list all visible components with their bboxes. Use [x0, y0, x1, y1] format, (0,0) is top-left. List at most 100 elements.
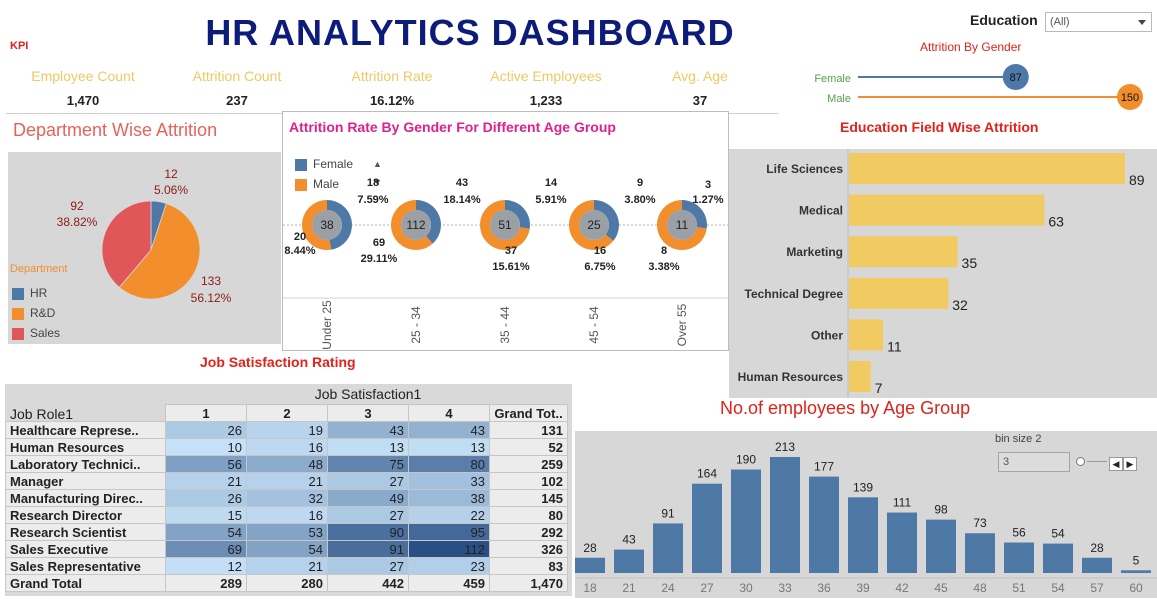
age-axis-tick-2: 24 — [661, 581, 675, 595]
gender-attrition-label-female: Female — [814, 73, 851, 85]
table-row-role: Manufacturing Direc.. — [5, 489, 166, 507]
legend-item-female[interactable]: Female — [295, 154, 353, 174]
donut-male-count-4: 8 — [661, 245, 667, 257]
pie-label-hr-value: 12 — [164, 167, 178, 181]
chevron-up-icon[interactable]: ▲ — [373, 159, 382, 169]
table-grand-total-cell: 280 — [246, 574, 328, 592]
age-axis-tick-11: 51 — [1012, 581, 1026, 595]
education-bar-label-3: Technical Degree — [745, 287, 844, 301]
pie-label-rnd-pct: 56.12% — [191, 291, 232, 305]
table-cell: 27 — [327, 506, 409, 524]
age-distribution-chart: 28 18 43 21 91 24 164 27 190 30 213 33 177 36 139 39 111… — [575, 440, 1157, 595]
chevron-down-icon[interactable]: ▼ — [373, 177, 382, 187]
table-column-header-3: 4 — [408, 404, 490, 422]
age-bar-7 — [848, 497, 878, 573]
education-bar-3 — [849, 277, 949, 309]
table-cell: 75 — [327, 455, 409, 473]
legend-item-male[interactable]: Male — [295, 174, 353, 194]
donut-total-1: 112 — [406, 218, 425, 232]
legend-scroll[interactable]: ▲ ▼ — [373, 155, 382, 191]
donut-male-1 — [391, 200, 433, 250]
age-axis-tick-5: 33 — [778, 581, 792, 595]
donut-male-count-0: 20 — [294, 231, 306, 243]
table-cell: 33 — [408, 472, 490, 490]
table-cell: 19 — [246, 421, 328, 439]
education-filter-select[interactable]: (All) — [1045, 12, 1152, 32]
chevron-right-icon[interactable]: ▶ — [1123, 457, 1137, 471]
table-grand-total-cell: 442 — [327, 574, 409, 592]
bin-size-input[interactable]: 3 — [998, 452, 1070, 472]
gender-attrition-chart: Female 87 Male 150 — [814, 64, 1143, 110]
age-group-axis-label-3: 45 - 54 — [587, 306, 601, 344]
donut-female-2 — [505, 200, 530, 229]
legend-item-sales[interactable]: Sales — [12, 323, 60, 343]
legend-label-hr: HR — [30, 286, 48, 300]
education-filter-label: Education — [970, 12, 1038, 28]
pie-label-sales-pct: 38.82% — [57, 215, 98, 229]
kpi-attrition-count-value: 237 — [226, 93, 248, 108]
table-cell: 43 — [408, 421, 490, 439]
donut-female-pct-2: 5.91% — [535, 194, 566, 206]
table-cell: 56 — [165, 455, 247, 473]
kpi-attrition-rate-value: 16.12% — [369, 93, 415, 108]
gender-attrition-dot-female — [1002, 64, 1029, 90]
age-distribution-panel: 28 18 43 21 91 24 164 27 190 30 213 33 177 36 139 39 111… — [575, 431, 1157, 598]
bin-size-slider-handle[interactable] — [1076, 457, 1085, 466]
table-row: Research Scientist 54 53 90 95 292 — [5, 523, 568, 541]
table-cell: 21 — [246, 557, 328, 575]
table-cell: 15 — [165, 506, 247, 524]
table-row-role: Laboratory Technici.. — [5, 455, 166, 473]
age-axis-tick-12: 54 — [1051, 581, 1065, 595]
age-bar-6 — [809, 476, 839, 573]
table-cell: 32 — [246, 489, 328, 507]
table-row-total: 52 — [489, 438, 568, 456]
education-bar-1 — [849, 194, 1045, 226]
gender-attrition-dot-male — [1117, 84, 1143, 110]
education-bar-label-4: Other — [811, 328, 843, 342]
pie-slice-rnd — [118, 202, 201, 300]
education-bar-label-0: Life Sciences — [766, 162, 843, 176]
table-row-total: 131 — [489, 421, 568, 439]
education-bar-5 — [849, 361, 871, 392]
donut-hole-2 — [490, 210, 520, 240]
kpi-avg-age-value: 37 — [692, 93, 708, 108]
chevron-left-icon[interactable]: ◀ — [1109, 457, 1123, 471]
age-axis-tick-9: 45 — [934, 581, 948, 595]
age-bar-11 — [1004, 542, 1034, 573]
table-cell: 26 — [165, 489, 247, 507]
age-bar-value-12: 54 — [1051, 527, 1065, 541]
pie-label-rnd-value: 133 — [201, 274, 221, 288]
donut-male-count-3: 16 — [594, 245, 606, 257]
age-bar-value-9: 98 — [934, 503, 948, 517]
legend-label-rnd: R&D — [30, 306, 56, 320]
donut-male-count-1: 69 — [373, 237, 385, 249]
age-bar-value-13: 28 — [1090, 541, 1104, 555]
age-bar-value-7: 139 — [853, 480, 873, 494]
kpi-employee-count-label: Employee Count — [31, 68, 135, 84]
legend-item-hr[interactable]: HR — [12, 283, 60, 303]
table-grand-total-row: Grand Total 289 280 442 459 1,470 — [5, 574, 568, 592]
donut-male-count-2: 37 — [505, 245, 517, 257]
donut-female-count-1: 43 — [456, 177, 468, 189]
age-bar-value-0: 28 — [583, 541, 597, 555]
age-bar-0 — [575, 557, 605, 573]
donut-hole-4 — [667, 210, 697, 240]
donut-female-1 — [416, 200, 441, 244]
table-cell: 90 — [327, 523, 409, 541]
table-grand-total-cell: 459 — [408, 574, 490, 592]
table-row-role: Research Scientist — [5, 523, 166, 541]
table-cell: 80 — [408, 455, 490, 473]
bin-size-slider-track[interactable] — [1087, 461, 1107, 462]
table-row: Healthcare Represe.. 26 19 43 43 131 — [5, 421, 568, 439]
age-bar-value-11: 56 — [1012, 526, 1026, 540]
legend-item-rnd[interactable]: R&D — [12, 303, 60, 323]
education-bar-4 — [849, 319, 884, 351]
age-bar-5 — [770, 457, 800, 573]
age-group-axis-label-4: Over 55 — [675, 303, 689, 346]
legend-label-male: Male — [313, 177, 340, 191]
age-axis-tick-8: 42 — [895, 581, 909, 595]
age-axis-tick-7: 39 — [856, 581, 870, 595]
donut-male-pct-0: 8.44% — [284, 245, 315, 257]
table-column-header-0: 1 — [165, 404, 247, 422]
table-row-role: Sales Executive — [5, 540, 166, 558]
